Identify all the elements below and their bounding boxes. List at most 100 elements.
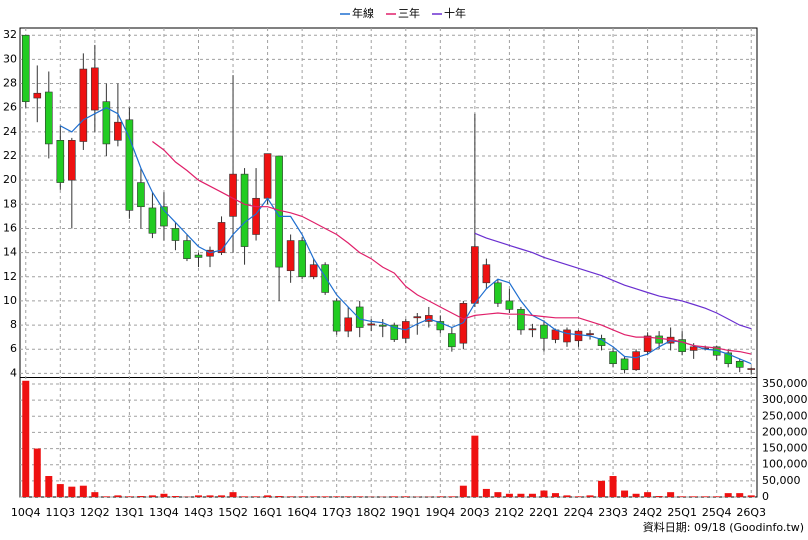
candle-body	[586, 333, 594, 336]
x-tick-label: 19Q1	[391, 506, 421, 519]
candle-body	[655, 335, 663, 344]
candle-body	[632, 351, 640, 371]
volume-bar	[287, 496, 295, 497]
legend: 年線 三年 十年	[340, 6, 466, 20]
volume-bar	[724, 493, 732, 497]
volume-bar	[68, 486, 76, 497]
volume-bar	[586, 495, 594, 497]
volume-bar	[575, 496, 583, 497]
volume-bar	[229, 492, 237, 497]
y-tick-label: 28	[3, 77, 17, 90]
candle-body	[68, 140, 76, 181]
y-tick-label: 16	[3, 221, 17, 234]
candle-body	[540, 324, 548, 339]
y-tick-label: 20	[3, 173, 17, 186]
candle-body	[448, 333, 456, 348]
x-tick-label: 14Q3	[184, 506, 214, 519]
x-tick-label: 24Q2	[633, 506, 663, 519]
volume-bar	[33, 448, 41, 497]
legend-label: 三年	[398, 6, 420, 20]
x-tick-label: 16Q1	[253, 506, 283, 519]
y-tick-label: 12	[3, 270, 17, 283]
candle-body	[114, 121, 122, 141]
legend-label: 年線	[352, 6, 374, 20]
volume-bar	[621, 490, 629, 497]
volume-bar	[701, 496, 709, 497]
volume-bar	[482, 488, 490, 497]
candle-body	[229, 173, 237, 217]
y-tick-label: 8	[10, 318, 17, 331]
x-tick-label: 13Q4	[149, 506, 179, 519]
candle-body	[413, 316, 422, 319]
candle-body	[528, 328, 537, 331]
candle-body	[217, 222, 226, 253]
x-tick-label: 19Q4	[425, 506, 455, 519]
volume-bar	[79, 485, 87, 497]
footnote: 資料日期: 09/18 (Goodinfo.tw)	[643, 520, 804, 534]
y-tick-label: 10	[3, 294, 17, 307]
candle-body	[344, 317, 352, 332]
ma-line	[152, 141, 752, 355]
volume-bar	[102, 496, 110, 497]
candle-body	[747, 368, 756, 370]
candle-body	[482, 264, 491, 284]
volume-tick-label: 150,000	[762, 442, 808, 455]
candle-body	[505, 300, 514, 310]
y-tick-label: 22	[3, 149, 17, 162]
candle-body	[378, 324, 387, 327]
volume-tick-label: 50,000	[762, 474, 801, 487]
volume-bar	[436, 496, 444, 497]
x-tick-label: 22Q1	[529, 506, 559, 519]
candle-body	[574, 330, 583, 342]
volume-bar	[91, 492, 99, 497]
volume-tick-label: 250,000	[762, 409, 808, 422]
volume-bar	[275, 496, 283, 497]
volume-bar	[241, 496, 249, 497]
x-tick-label: 20Q3	[460, 506, 490, 519]
candle-body	[183, 240, 191, 259]
y-tick-label: 26	[3, 101, 17, 114]
candle-body	[33, 92, 42, 99]
volume-bar	[333, 496, 341, 497]
candle-body	[44, 91, 53, 145]
x-tick-label: 11Q3	[45, 506, 75, 519]
volume-bar	[563, 495, 571, 497]
volume-bar	[517, 493, 525, 497]
x-tick-label: 16Q4	[287, 506, 317, 519]
volume-bar	[494, 492, 502, 497]
plot-frame	[19, 27, 758, 498]
volume-bar	[448, 496, 456, 497]
candle-body	[102, 101, 111, 145]
x-tick-label: 21Q2	[495, 506, 525, 519]
volume-bar	[667, 492, 675, 497]
candle-body	[620, 358, 629, 371]
candle-body	[551, 329, 560, 340]
volume-bar	[137, 496, 145, 497]
candle-body	[79, 68, 88, 142]
x-tick-label: 22Q4	[564, 506, 594, 519]
volume-bar	[194, 495, 202, 497]
volume-bar	[390, 496, 398, 497]
x-tick-label: 23Q3	[598, 506, 628, 519]
candle-body	[286, 240, 295, 272]
y-tick-label: 6	[10, 342, 17, 355]
volume-bar	[252, 496, 260, 497]
volume-tick-label: 0	[762, 490, 769, 503]
ma-line	[60, 107, 752, 365]
candle-body	[494, 282, 502, 304]
candle-body	[390, 324, 399, 340]
candle-body	[724, 352, 733, 365]
volume-tick-label: 300,000	[762, 393, 808, 406]
candle-body	[125, 119, 134, 211]
candle-body	[148, 207, 157, 234]
candle-body	[263, 153, 272, 199]
volume-tick-label: 350,000	[762, 377, 808, 390]
candle-body	[206, 249, 214, 257]
volume-bar	[471, 435, 479, 497]
candle-body	[471, 246, 479, 304]
candle-body	[563, 329, 571, 343]
volume-bar	[690, 496, 698, 497]
volume-tick-label: 100,000	[762, 458, 808, 471]
volume-bar	[459, 485, 467, 497]
